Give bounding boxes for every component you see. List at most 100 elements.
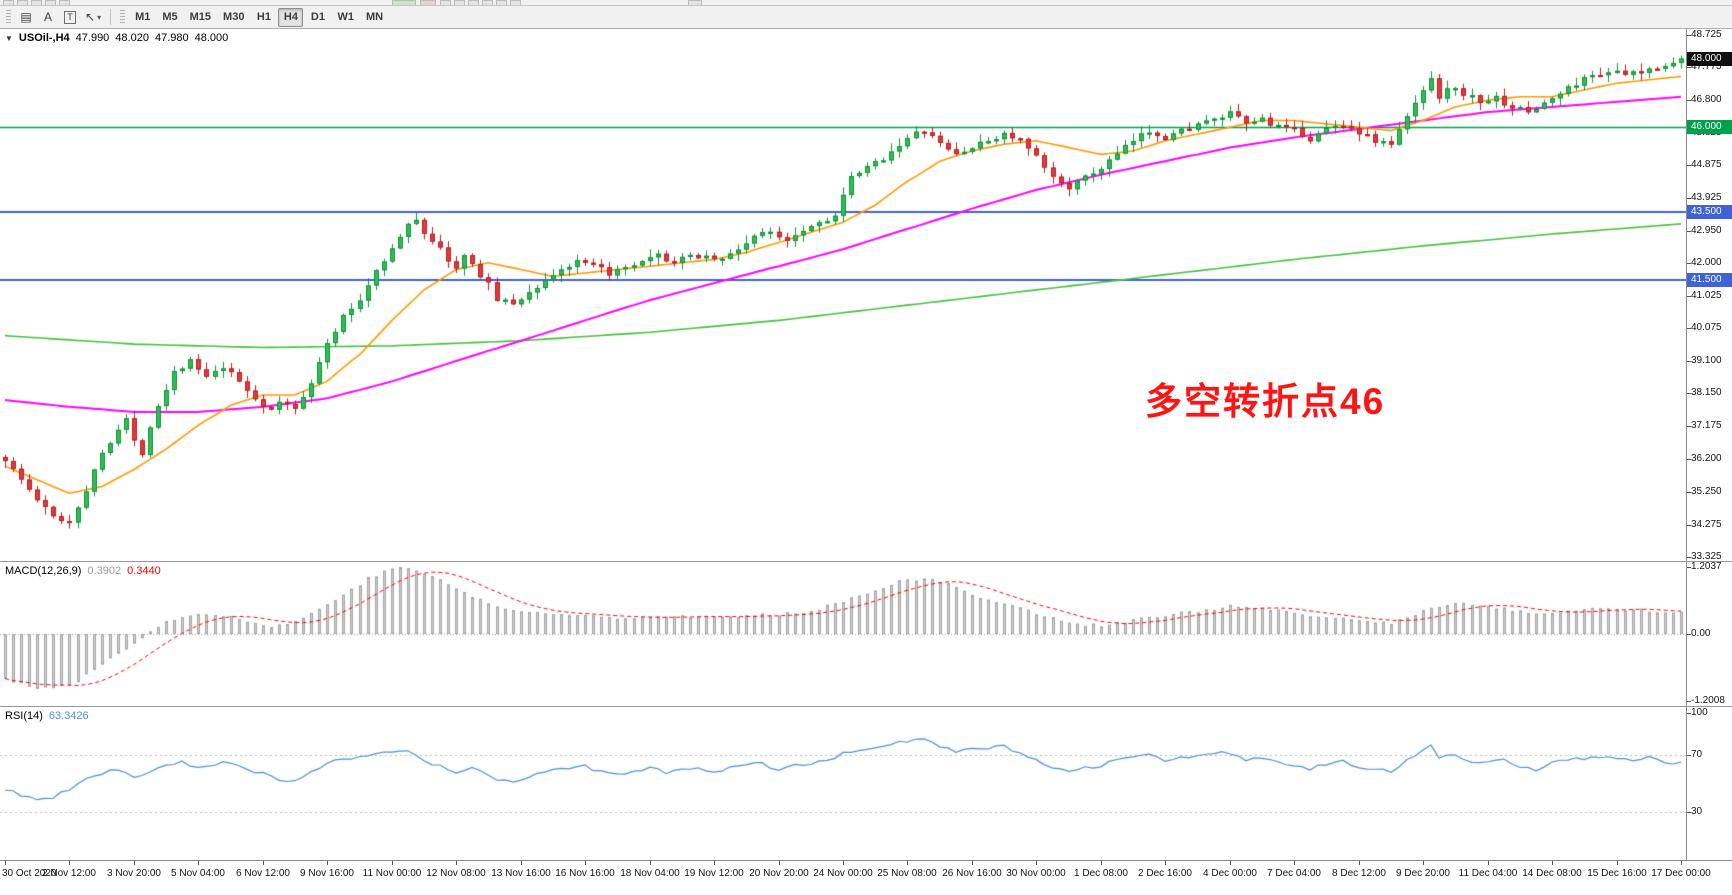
price-axis-tick (1687, 198, 1691, 199)
timeframe-toolbar-grip[interactable] (120, 9, 126, 25)
tool-glyph: A (43, 10, 52, 24)
price-axis-tick (1687, 459, 1691, 460)
price-axis-tick (1687, 35, 1691, 36)
price-axis-label: 37.175 (1691, 420, 1722, 432)
time-axis-label: 26 Nov 16:00 (942, 868, 1002, 879)
time-axis-tick (779, 861, 780, 865)
tf-button-m15[interactable]: M15 (189, 11, 212, 23)
time-axis-label: 9 Nov 16:00 (300, 868, 354, 879)
time-axis-tick (1294, 861, 1295, 865)
windows-icon[interactable]: ▤ (15, 8, 37, 27)
tf-button-d1[interactable]: D1 (310, 11, 325, 23)
rsi-value: 63.3426 (48, 710, 89, 722)
quote-close: 48.000 (194, 32, 229, 44)
rsi-axis-label: 30 (1691, 805, 1703, 817)
rsi-axis-label: 100 (1691, 706, 1708, 718)
price-axis-tick (1687, 393, 1691, 394)
time-axis-label: 11 Nov 00:00 (362, 868, 422, 879)
clipped-toolbar-fragment (392, 0, 416, 5)
macd-axis-tick (1687, 634, 1691, 635)
price-axis-tick (1687, 525, 1691, 526)
dropdown-caret-icon[interactable]: ▾ (97, 12, 102, 22)
clipped-toolbar-row (0, 0, 1732, 6)
chart-annotation-text: 多空转折点46 (1145, 381, 1386, 422)
tf-button-m30[interactable]: M30 (223, 11, 245, 23)
time-axis-tick (650, 861, 651, 865)
tf-button-m1[interactable]: M1 (135, 11, 151, 23)
price-axis-label: 44.875 (1691, 159, 1722, 171)
time-axis-label: 6 Nov 12:00 (236, 868, 290, 879)
tool-glyph: ↖ (85, 10, 96, 24)
macd-axis[interactable]: 1.2037 0.00 -1.2008 (1686, 562, 1732, 706)
arrow-objects-tool[interactable]: ↖ ▾ (81, 8, 105, 27)
time-axis-tick (392, 861, 393, 865)
rsi-axis-label: 70 (1691, 749, 1703, 761)
time-axis-tick (1681, 861, 1682, 865)
rsi-axis[interactable]: 100 70 30 (1686, 707, 1732, 860)
chart-header: ▼ USOil-,H4 47.990 48.020 47.980 48.000 (5, 32, 228, 44)
toolbar: ▤ A T ↖ ▾ M1 M5 M15 M30 H1 H4 D1 W1 MN (0, 6, 1732, 29)
time-axis-tick (1101, 861, 1102, 865)
macd-main-value: 0.3902 (87, 565, 122, 577)
time-axis-label: 2 Nov 12:00 (42, 868, 96, 879)
chevron-down-icon[interactable]: ▼ (5, 34, 13, 43)
clipped-toolbar-fragment (688, 0, 702, 5)
price-axis-tick (1687, 165, 1691, 166)
time-axis-tick (263, 861, 264, 865)
time-axis-tick (585, 861, 586, 865)
price-badge: 43.500 (1687, 204, 1732, 219)
price-axis[interactable]: 48.72547.77546.80045.82544.87543.92542.9… (1686, 29, 1732, 561)
quote-low: 47.980 (154, 32, 189, 44)
time-axis-label: 9 Dec 20:00 (1396, 868, 1450, 879)
macd-axis-label: 0.00 (1691, 628, 1711, 639)
macd-signal-value: 0.3440 (127, 565, 161, 577)
price-axis-tick (1687, 231, 1691, 232)
price-axis-label: 40.075 (1691, 322, 1722, 334)
time-axis-tick (1617, 861, 1618, 865)
price-badge: 41.500 (1687, 272, 1732, 287)
main-chart-canvas[interactable] (0, 29, 1686, 561)
rsi-canvas[interactable] (0, 707, 1686, 860)
time-axis-label: 5 Nov 04:00 (171, 868, 225, 879)
tf-button-h4[interactable]: H4 (278, 7, 304, 27)
time-axis-tick (1165, 861, 1166, 865)
price-axis-label: 43.925 (1691, 191, 1722, 203)
time-axis-label: 1 Dec 08:00 (1074, 868, 1128, 879)
tf-button-h1[interactable]: H1 (256, 11, 271, 23)
tf-button-mn[interactable]: MN (365, 11, 384, 23)
time-axis-label: 16 Nov 16:00 (555, 868, 615, 879)
time-axis-tick (1230, 861, 1231, 865)
price-axis-tick (1687, 67, 1691, 68)
toolbar-grip[interactable] (6, 9, 11, 25)
clipped-toolbar-fragment (482, 0, 493, 5)
clipped-toolbar-fragment (440, 0, 451, 5)
price-axis-label: 47.775 (1691, 61, 1722, 73)
time-axis-tick (1036, 861, 1037, 865)
tf-button-w1[interactable]: W1 (337, 11, 354, 23)
time-axis-label: 13 Nov 16:00 (491, 868, 551, 879)
text-annotation-tool[interactable]: A (37, 8, 59, 27)
time-axis-label: 20 Nov 20:00 (749, 868, 809, 879)
time-axis-tick (843, 861, 844, 865)
time-axis-tick (327, 861, 328, 865)
price-axis-label: 34.275 (1691, 518, 1722, 530)
time-axis-label: 18 Nov 04:00 (620, 868, 680, 879)
chart-tools-group: ▤ A T ↖ ▾ (15, 8, 105, 27)
time-axis-tick (714, 861, 715, 865)
time-axis-label: 30 Oct 2020 (2, 868, 57, 879)
time-axis-label: 12 Nov 08:00 (426, 868, 486, 879)
price-axis-tick (1687, 557, 1691, 558)
time-axis[interactable]: 30 Oct 2020 2 Nov 12:00 3 Nov 20:00 5 Nov 0… (0, 860, 1732, 895)
macd-canvas[interactable] (0, 562, 1686, 706)
clipped-toolbar-fragment (45, 0, 56, 5)
price-axis-tick (1687, 100, 1691, 101)
clipped-toolbar-fragment (510, 0, 521, 5)
price-axis-label: 35.250 (1691, 485, 1722, 497)
clipped-toolbar-fragment (468, 0, 479, 5)
time-axis-tick (972, 861, 973, 865)
macd-header: MACD(12,26,9) 0.3902 0.3440 (5, 565, 161, 577)
tf-button-m5[interactable]: M5 (162, 11, 178, 23)
text-label-tool[interactable]: T (59, 8, 81, 27)
price-axis-label: 41.025 (1691, 289, 1722, 301)
time-axis-label: 17 Dec 00:00 (1651, 868, 1711, 879)
